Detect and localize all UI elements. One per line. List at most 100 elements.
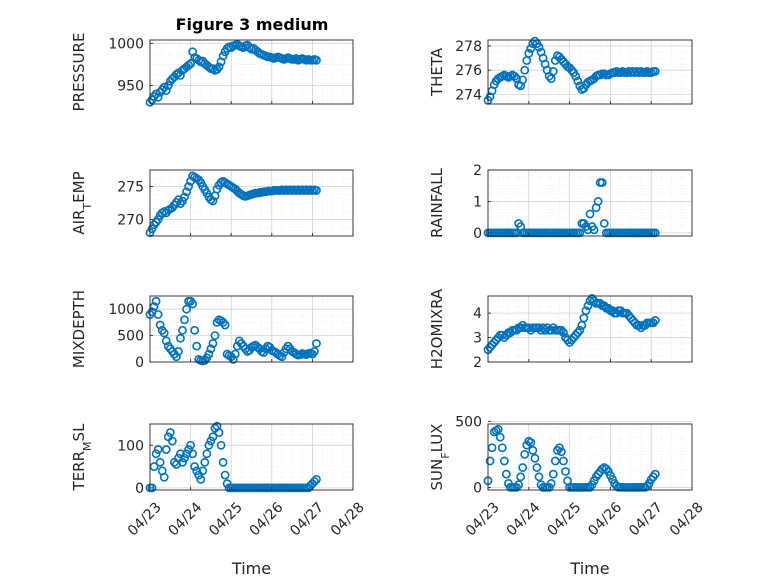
data-point <box>548 469 558 479</box>
y-tick-label: 100 <box>117 438 144 454</box>
data-point <box>149 462 159 471</box>
axes-box <box>487 295 693 363</box>
data-point <box>161 86 171 95</box>
data-point <box>520 449 530 459</box>
data-point <box>493 424 503 434</box>
y-tick-label: 0 <box>473 480 482 496</box>
data-point <box>501 469 511 479</box>
x-tick-label: 04/23 <box>125 499 165 539</box>
data-point <box>159 472 169 482</box>
x-tick-label: 04/23 <box>463 499 503 539</box>
data-point <box>186 440 195 450</box>
data-point <box>559 328 568 338</box>
data-point <box>516 323 526 333</box>
data-point <box>571 71 581 81</box>
data-point <box>220 320 230 330</box>
y-axis-label: SUNFLUX <box>428 424 452 491</box>
data-point <box>196 474 206 484</box>
axes-box <box>487 39 693 105</box>
data-point <box>597 178 607 187</box>
data-point <box>573 76 583 86</box>
data-point <box>188 449 198 459</box>
y-tick-label: 275 <box>117 180 144 196</box>
data-point <box>178 457 187 467</box>
subplot-h2omixra: 2 3 4 H2OMIXRA <box>428 288 693 371</box>
data-point <box>277 352 287 362</box>
data-point <box>495 432 505 442</box>
data-point <box>153 92 163 102</box>
data-point <box>208 432 218 442</box>
data-point <box>153 310 163 319</box>
x-tick-label: 04/25 <box>206 499 246 539</box>
data-point <box>557 325 566 335</box>
data-point <box>161 445 171 454</box>
y-tick-label: 1 <box>473 194 482 210</box>
data-point <box>516 472 526 482</box>
data-point <box>532 463 542 472</box>
x-tick-label: 04/27 <box>287 499 327 539</box>
x-axis-label: Time <box>569 559 609 578</box>
y-tick-label: 0 <box>135 481 144 497</box>
data-point <box>546 325 556 335</box>
x-tick-label: 04/28 <box>328 499 368 539</box>
data-point <box>186 59 195 68</box>
data-point <box>312 339 321 348</box>
axes-box <box>149 295 354 363</box>
data-point <box>650 66 660 76</box>
data-point <box>593 197 603 206</box>
data-point <box>182 304 191 314</box>
y-tick-label: 2 <box>473 355 482 371</box>
figure-title: Figure 3 medium <box>176 15 329 34</box>
data-point <box>218 51 228 61</box>
data-point <box>534 472 544 482</box>
data-point <box>182 187 191 197</box>
y-tick-label: 278 <box>455 39 482 55</box>
y-tick-label: 274 <box>455 87 482 103</box>
data-point <box>218 457 228 467</box>
data-point <box>202 449 212 459</box>
data-point <box>530 36 540 46</box>
data-point <box>648 318 658 328</box>
x-tick-label: 04/27 <box>626 499 666 539</box>
data-point <box>220 470 230 480</box>
y-tick-label: 0 <box>135 355 144 371</box>
data-point <box>485 456 495 466</box>
y-axis-label: RAINFALL <box>428 167 446 238</box>
data-point <box>214 428 224 437</box>
data-point <box>540 325 550 335</box>
data-point <box>499 456 509 466</box>
data-point <box>526 438 536 447</box>
data-point <box>634 320 644 330</box>
y-tick-label: 0 <box>473 226 482 242</box>
y-axis-label: MIXDEPTH <box>70 290 88 368</box>
data-point <box>174 347 183 356</box>
data-point <box>188 299 198 309</box>
data-point <box>567 65 577 75</box>
data-point <box>583 301 593 311</box>
data-point <box>155 320 165 330</box>
data-point <box>559 456 568 466</box>
data-point <box>514 480 523 490</box>
y-tick-label: 270 <box>117 213 144 229</box>
y-tick-label: 500 <box>117 329 144 345</box>
data-point <box>561 467 570 476</box>
data-point <box>228 354 238 364</box>
data-point <box>171 352 181 362</box>
data-point <box>550 456 560 466</box>
data-point <box>230 349 240 359</box>
y-tick-label: 1000 <box>108 36 144 52</box>
y-tick-label: 3 <box>473 331 482 347</box>
data-point <box>575 228 585 238</box>
data-point <box>650 228 660 238</box>
data-point <box>214 62 224 72</box>
data-point <box>171 70 181 79</box>
data-point <box>182 449 191 459</box>
data-point <box>208 196 218 206</box>
data-point <box>151 296 161 306</box>
data-point <box>155 457 165 467</box>
data-point <box>184 60 193 70</box>
data-point <box>518 75 528 85</box>
data-point <box>487 443 497 453</box>
subplot-rainfall: 0 1 2 RAINFALL <box>428 163 693 242</box>
y-axis-label: AIRTEMP <box>70 171 94 234</box>
